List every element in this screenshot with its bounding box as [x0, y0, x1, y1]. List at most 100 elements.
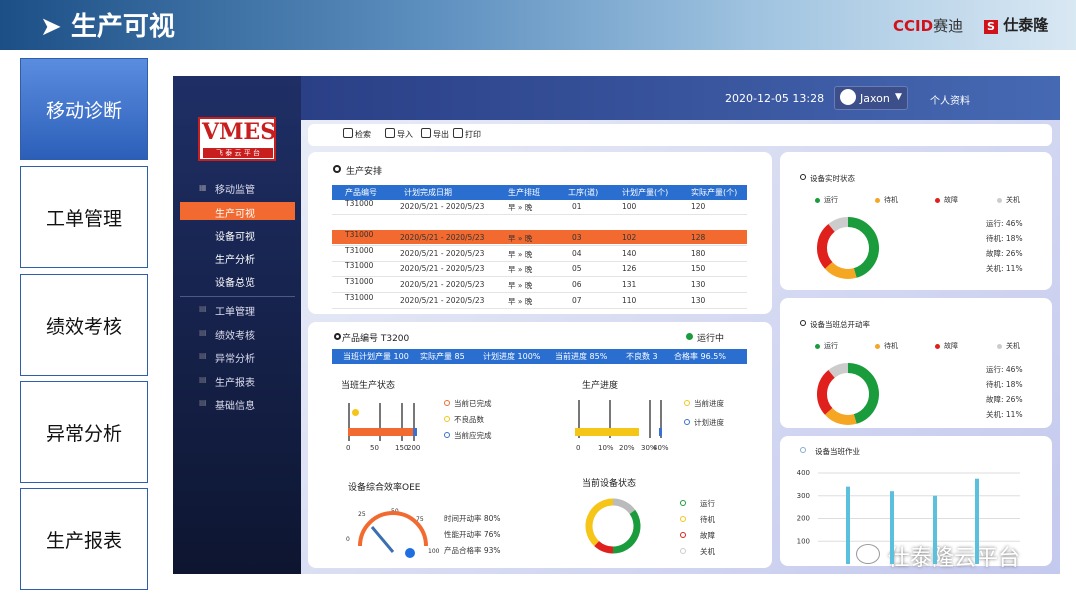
table-cell: 131 — [622, 280, 637, 289]
y-tick-label: 300 — [797, 492, 810, 500]
submenu-item[interactable]: 设备可视 — [215, 232, 255, 243]
table-cell: 03 — [572, 233, 582, 243]
menu-item[interactable]: 绩效考核 — [215, 330, 255, 342]
row-line — [332, 276, 747, 278]
table-cell: 07 — [572, 295, 582, 305]
legend-ring — [680, 500, 686, 506]
column-header: 生产排班 — [508, 188, 540, 197]
panel-title: 生产安排 — [346, 167, 383, 177]
legend-label: 故障 — [944, 342, 958, 350]
bar — [975, 478, 979, 564]
table-cell: T31000 — [345, 217, 374, 227]
toolbar-button[interactable]: 打印 — [465, 130, 481, 139]
user-name: Jaxon — [860, 92, 890, 105]
table-cell: 2020/5/21 - 2020/5/23 — [400, 264, 485, 274]
tick-bar — [348, 403, 350, 441]
segment-label: 运行: 46% — [986, 219, 1023, 228]
table-cell: 早 » 晚 — [508, 249, 533, 259]
submenu-item[interactable]: 生产分析 — [215, 255, 255, 266]
table-cell: 100 — [622, 202, 637, 211]
row-highlight — [332, 229, 747, 244]
donut-segment — [824, 261, 857, 279]
table-cell: 140 — [691, 220, 706, 230]
status: 运行中 — [697, 334, 725, 344]
legend-label: 运行 — [824, 196, 838, 204]
nav-button[interactable]: 绩效考核 — [20, 274, 148, 376]
nav-button[interactable]: 移动诊断 — [20, 58, 148, 160]
donut-segment — [817, 369, 835, 415]
legend-dot — [815, 344, 820, 349]
row-line — [332, 307, 747, 309]
legend-ring — [444, 416, 450, 422]
table-cell: 早 » 晚 — [508, 234, 533, 244]
panel-title: 设备当班作业 — [815, 447, 860, 456]
tick-bar — [401, 403, 403, 441]
menu-icon: ▤ — [199, 351, 207, 360]
table-cell: 2020/5/21 - 2020/5/23 — [400, 202, 485, 211]
chart-title: 当班生产状态 — [341, 381, 396, 391]
column-header: 产品编号 — [345, 188, 377, 197]
toolbar-button[interactable]: 检索 — [355, 130, 371, 139]
table-cell: 06 — [572, 280, 582, 289]
table-header — [332, 185, 747, 200]
stat: 实际产量 85 — [420, 352, 465, 361]
table-cell: 128 — [691, 233, 706, 243]
menu-item[interactable]: 基础信息 — [215, 401, 255, 412]
legend-dot — [997, 198, 1002, 203]
table-cell: 120 — [622, 220, 637, 230]
datetime: 2020-12-05 13:28 — [725, 92, 825, 105]
segment-label: 运行: 46% — [986, 365, 1023, 374]
donut-segment — [612, 498, 636, 515]
y-tick-label: 200 — [797, 515, 810, 523]
legend-ring — [444, 400, 450, 406]
gauge-needle — [370, 526, 395, 553]
ring — [333, 165, 341, 173]
nav-button[interactable]: 工单管理 — [20, 166, 148, 268]
segment-label: 待机: 18% — [986, 380, 1023, 389]
ring — [334, 333, 341, 340]
toolbar-button[interactable]: 导出 — [433, 130, 449, 139]
stat: 当前进度 85% — [555, 352, 608, 361]
row-line — [332, 214, 747, 215]
toolbar-icon — [385, 128, 395, 138]
submenu-item[interactable]: 生产可视 — [215, 209, 255, 220]
legend-dot — [935, 344, 940, 349]
legend-label: 待机 — [700, 515, 715, 524]
menu-item[interactable]: 异常分析 — [215, 354, 255, 365]
bar-end — [413, 428, 417, 436]
row-line — [332, 292, 747, 293]
nav-button[interactable]: 异常分析 — [20, 381, 148, 483]
rate: 性能开动率 76% — [444, 530, 501, 539]
legend-ring — [680, 548, 686, 554]
menu-item[interactable]: 生产报表 — [215, 377, 255, 389]
legend-label: 运行 — [824, 342, 838, 350]
column-header: 实际产量(个) — [691, 188, 738, 197]
y-tick-label: 400 — [797, 469, 810, 477]
logo-sub: 飞 泰 云 平 台 — [203, 148, 273, 158]
ring — [800, 174, 806, 180]
menu-active — [180, 202, 295, 220]
menu-item[interactable]: 工单管理 — [215, 307, 255, 318]
stat: 计划进度 100% — [483, 352, 541, 361]
menu-icon: ▤ — [199, 374, 207, 384]
panel-title: 设备当班总开动率 — [810, 320, 870, 329]
nav-button[interactable]: 生产报表 — [20, 488, 148, 590]
toolbar-button[interactable]: 导入 — [397, 130, 413, 139]
table-cell: 130 — [691, 295, 706, 305]
legend-ring — [684, 400, 690, 406]
ring — [800, 320, 806, 326]
wechat-icon — [856, 544, 880, 564]
legend-label: 待机 — [884, 342, 898, 350]
gauge-label: 100 — [428, 548, 440, 555]
submenu-item[interactable]: 设备总览 — [215, 278, 255, 289]
title: 生产可视 — [70, 12, 175, 42]
profile-link[interactable]: 个人资料 — [930, 96, 970, 107]
logo: VMES — [202, 119, 277, 145]
toolbar-icon — [453, 128, 463, 138]
gauge-label: 25 — [358, 511, 366, 518]
table-cell: T31000 — [345, 245, 374, 255]
bar — [933, 495, 937, 564]
legend-dot — [997, 344, 1002, 349]
rate: 产品合格率 93% — [444, 546, 501, 555]
